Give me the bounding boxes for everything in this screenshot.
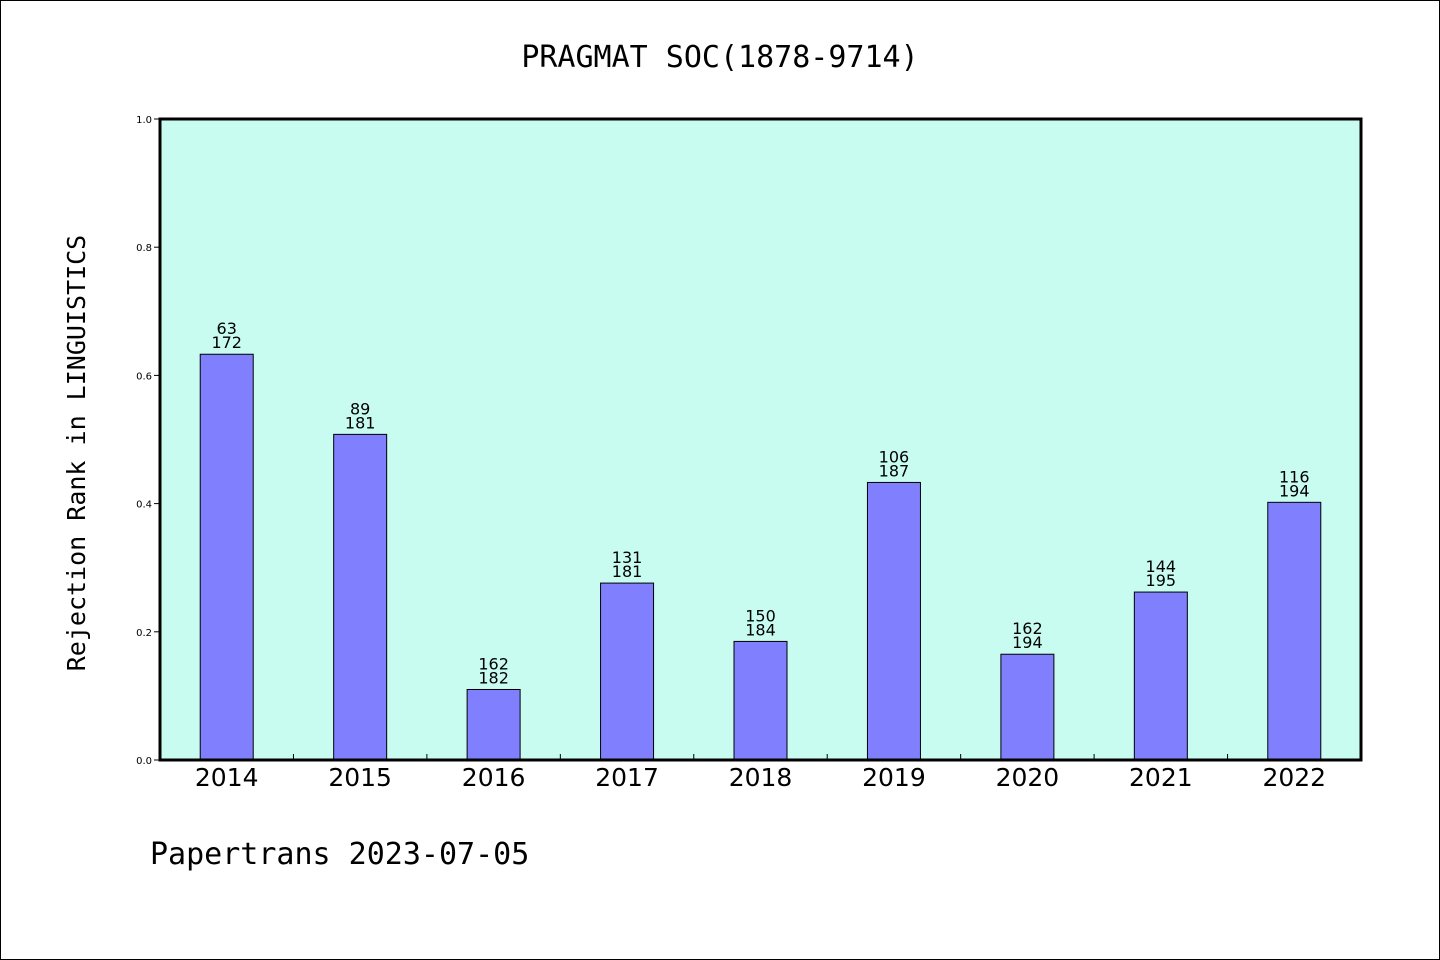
chart-title: PRAGMAT SOC(1878-9714) [521,40,918,75]
bar-2018 [733,640,788,761]
data-label-top: 116 [1279,467,1310,486]
x-tick-label: 2014 [195,763,259,792]
data-label-top: 106 [879,447,910,466]
x-tick-label: 2015 [328,763,392,792]
bar-2016 [466,688,521,761]
data-label-bottom: 194 [1279,481,1310,500]
data-label-bottom: 182 [478,668,509,687]
data-label-bottom: 187 [879,461,910,480]
y-tick-label: 0.6 [136,371,152,382]
bars [199,353,1322,761]
x-tick-label: 2020 [996,763,1060,792]
data-label-bottom: 181 [345,413,376,432]
bar-2021 [1133,591,1188,761]
y-axis: 0.0 0.2 0.4 0.6 0.8 1.0 [136,115,160,767]
data-label-top: 63 [217,319,237,338]
y-tick-label: 0.0 [136,756,152,767]
x-tick-label: 2016 [462,763,526,792]
bar-2019 [866,481,921,761]
bar-2014 [199,353,254,761]
y-tick-label: 0.4 [136,500,152,511]
bar-2020 [1000,653,1055,761]
x-tick-label: 2019 [862,763,926,792]
data-labels: 6317289181162182131181150184106187162194… [211,319,1309,687]
y-tick-label: 1.0 [136,115,152,126]
y-axis-label: Rejection Rank in LINGUISTICS [62,235,91,672]
x-tick-label: 2018 [729,763,793,792]
data-label-top: 144 [1146,557,1177,576]
plot-border [158,117,1363,762]
data-label-bottom: 184 [745,620,776,639]
x-axis: 2014 2015 2016 2017 2018 2019 2020 2021 2022 [195,754,1326,792]
data-label-bottom: 181 [612,562,643,581]
y-tick-label: 0.8 [136,243,152,254]
data-label-top: 162 [478,654,509,673]
footer-text: Papertrans 2023-07-05 [150,837,529,872]
data-label-top: 162 [1012,619,1043,638]
x-tick-label: 2017 [595,763,659,792]
bar-2017 [600,582,655,761]
data-label-top: 89 [350,399,370,418]
x-tick-label: 2021 [1129,763,1193,792]
data-label-top: 150 [745,606,776,625]
data-label-bottom: 172 [211,333,242,352]
data-label-bottom: 195 [1146,571,1177,590]
bar-2022 [1267,501,1322,761]
data-label-bottom: 194 [1012,633,1043,652]
y-tick-label: 0.2 [136,628,152,639]
x-tick-label: 2022 [1262,763,1326,792]
bar-2015 [333,433,388,761]
data-label-top: 131 [612,548,643,567]
